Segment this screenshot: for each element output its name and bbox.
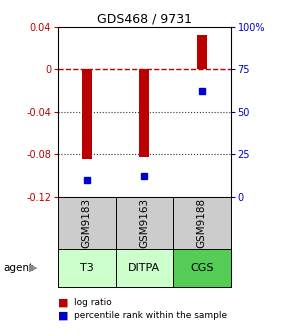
Text: GSM9188: GSM9188	[197, 198, 207, 248]
Text: log ratio: log ratio	[74, 298, 112, 307]
Bar	[81, 69, 92, 160]
Bar	[197, 35, 207, 69]
Text: DITPA: DITPA	[128, 263, 160, 273]
Text: CGS: CGS	[190, 263, 213, 273]
Text: GSM9163: GSM9163	[139, 198, 149, 248]
Text: agent: agent	[3, 263, 33, 273]
Title: GDS468 / 9731: GDS468 / 9731	[97, 13, 192, 26]
Text: ■: ■	[58, 311, 68, 321]
Text: T3: T3	[80, 263, 94, 273]
Text: GSM9183: GSM9183	[82, 198, 92, 248]
Text: percentile rank within the sample: percentile rank within the sample	[74, 311, 227, 320]
Text: ▶: ▶	[29, 263, 37, 273]
Text: ■: ■	[58, 297, 68, 307]
Bar	[139, 69, 149, 157]
